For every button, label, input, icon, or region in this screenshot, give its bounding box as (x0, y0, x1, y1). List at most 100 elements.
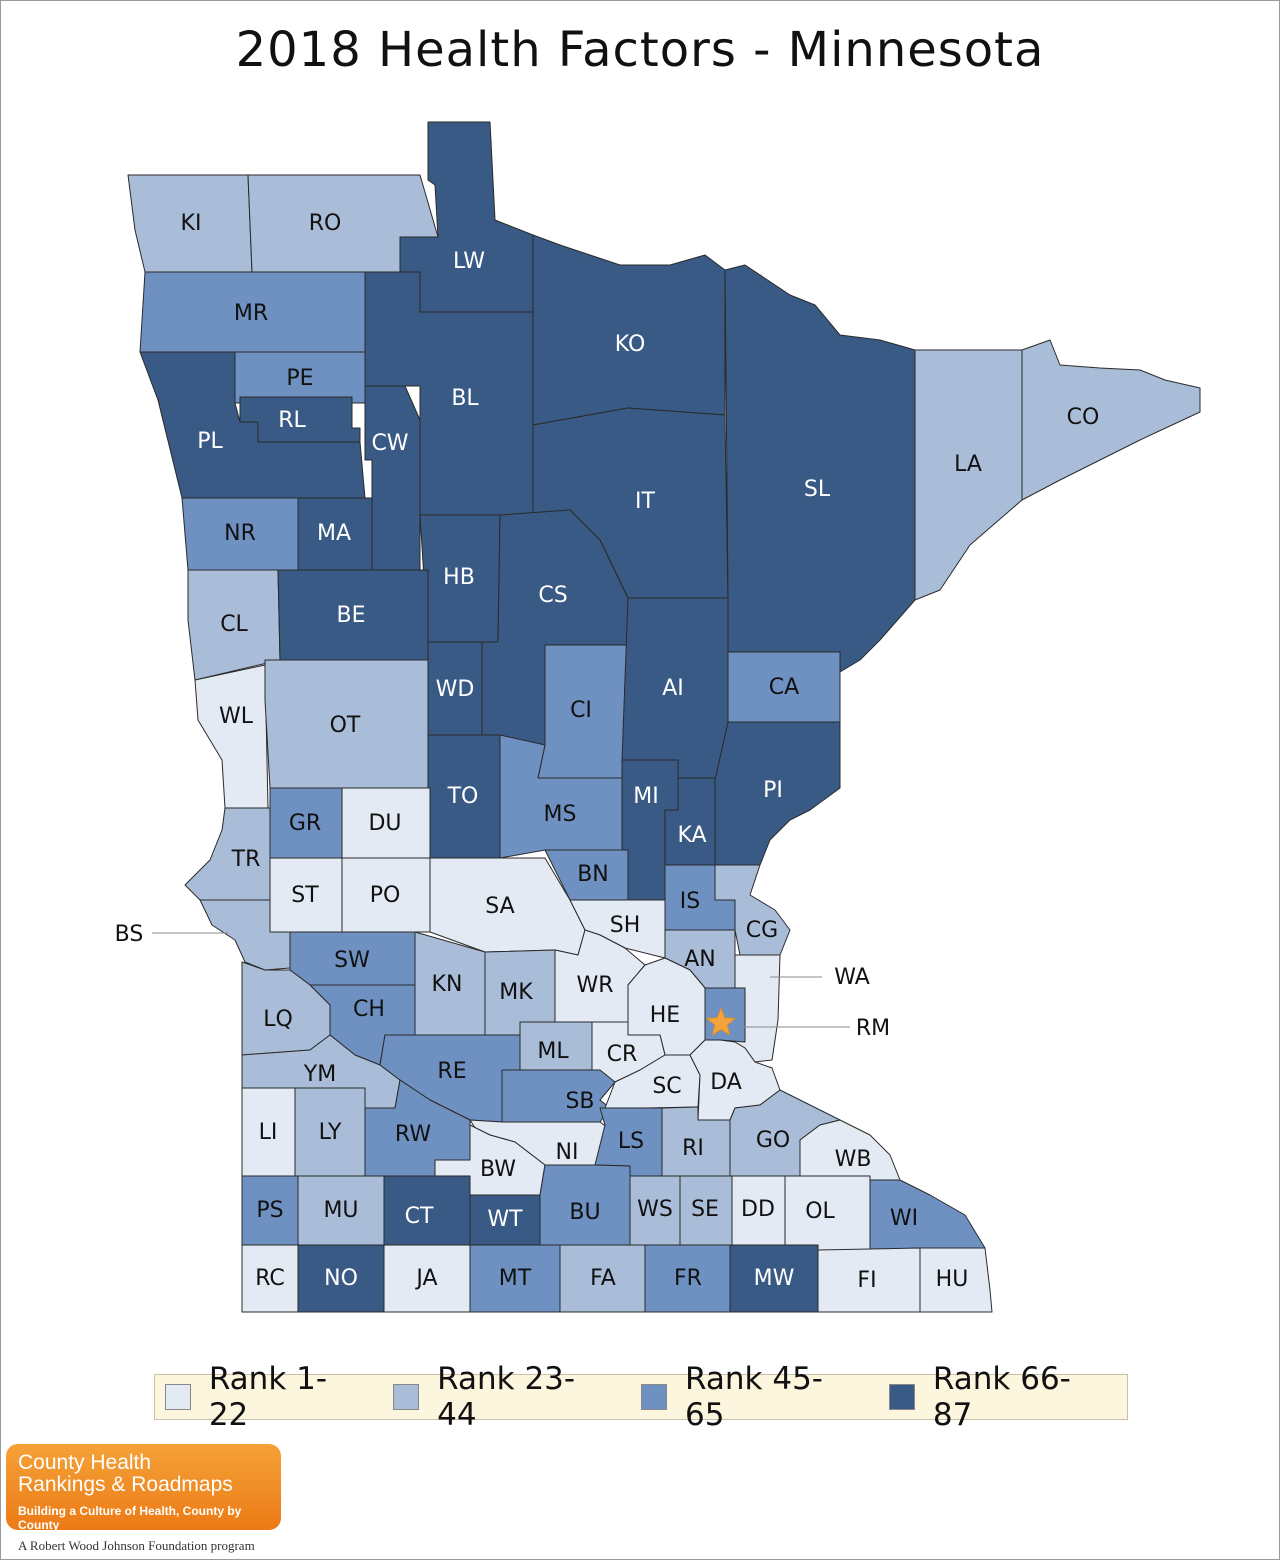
county-label-ch: CH (353, 997, 385, 1022)
legend-swatch (165, 1384, 191, 1410)
county-label-dd: DD (741, 1197, 775, 1222)
county-label-hu: HU (936, 1267, 969, 1292)
county-label-lw: LW (453, 249, 485, 274)
county-sb (501, 1069, 616, 1123)
county-label-mt: MT (499, 1266, 532, 1291)
county-label-rc: RC (255, 1266, 285, 1291)
county-label-fr: FR (674, 1266, 702, 1291)
county-label-ws: WS (637, 1197, 673, 1222)
county-label-ym: YM (303, 1062, 336, 1087)
county-label-wr: WR (576, 973, 613, 998)
county-label-gr: GR (289, 811, 321, 836)
county-label-he: HE (650, 1003, 680, 1028)
county-label-mu: MU (323, 1198, 358, 1223)
county-cw (364, 385, 421, 571)
county-label-bu: BU (569, 1200, 600, 1225)
county-label-ls: LS (618, 1129, 644, 1154)
county-label-du: DU (368, 811, 401, 836)
county-label-tr: TR (231, 847, 261, 872)
logo-line-2: Rankings & Roadmaps (18, 1473, 233, 1496)
county-label-ca: CA (769, 675, 799, 700)
legend-label: Rank 45-65 (685, 1361, 823, 1433)
logo-line-1: County Health (18, 1451, 152, 1474)
county-label-sb: SB (565, 1089, 594, 1114)
county-label-is: IS (680, 889, 700, 914)
county-label-it: IT (635, 489, 655, 514)
county-label-cs: CS (538, 583, 567, 608)
county-label-ma: MA (317, 521, 351, 546)
county-label-cl: CL (220, 612, 248, 637)
county-label-se: SE (691, 1197, 719, 1222)
county-label-ri: RI (682, 1136, 704, 1161)
county-ko (532, 234, 726, 426)
county-label-wa: WA (834, 965, 870, 990)
county-label-sh: SH (610, 913, 641, 938)
county-label-wd: WD (436, 677, 475, 702)
county-label-mk: MK (499, 980, 533, 1005)
county-label-bw: BW (480, 1157, 516, 1182)
county-label-no: NO (324, 1266, 358, 1291)
county-label-la: LA (954, 452, 982, 477)
county-label-ni: NI (556, 1140, 579, 1165)
county-pi (714, 721, 841, 866)
county-label-rm: RM (856, 1016, 890, 1041)
county-label-co: CO (1067, 405, 1100, 430)
county-label-cg: CG (746, 918, 778, 943)
county-label-ct: CT (405, 1204, 434, 1229)
foundation-tagline: A Robert Wood Johnson Foundation program (18, 1538, 255, 1553)
county-label-bs: BS (115, 922, 144, 947)
county-label-ms: MS (544, 802, 577, 827)
county-label-sc: SC (652, 1074, 681, 1099)
county-label-mr: MR (234, 301, 268, 326)
county-label-re: RE (437, 1059, 466, 1084)
county-label-pe: PE (286, 366, 313, 391)
county-label-sl: SL (804, 477, 831, 502)
county-label-cw: CW (371, 431, 408, 456)
logo-line-3: Building a Culture of Health, County by … (18, 1504, 242, 1532)
legend-item-rank-2: Rank 23-44 (393, 1361, 613, 1433)
county-label-sa: SA (485, 894, 514, 919)
county-label-ol: OL (805, 1199, 835, 1224)
county-label-ko: KO (615, 332, 646, 357)
county-label-ot: OT (330, 713, 361, 738)
county-label-ly: LY (319, 1120, 342, 1145)
county-label-fa: FA (590, 1266, 616, 1291)
county-label-ps: PS (256, 1198, 283, 1223)
legend-label: Rank 23-44 (437, 1361, 576, 1433)
legend-item-rank-4: Rank 66-87 (889, 1361, 1109, 1433)
county-label-mw: MW (754, 1266, 795, 1291)
county-pl (139, 351, 366, 499)
county-label-kn: KN (432, 972, 463, 997)
county-rm (704, 987, 746, 1043)
county-label-bn: BN (577, 862, 609, 887)
county-label-ja: JA (414, 1266, 437, 1291)
county-label-mi: MI (633, 784, 658, 809)
county-label-rw: RW (395, 1122, 431, 1147)
county-label-po: PO (370, 883, 401, 908)
legend-label: Rank 66-87 (932, 1361, 1071, 1433)
county-label-go: GO (756, 1128, 790, 1153)
county-label-wb: WB (835, 1147, 872, 1172)
county-wi (869, 1179, 986, 1251)
county-label-ki: KI (181, 211, 202, 236)
county-co (1021, 339, 1201, 501)
county-label-pl: PL (197, 429, 223, 454)
county-label-lq: LQ (263, 1007, 293, 1032)
county-label-ro: RO (309, 211, 342, 236)
county-label-nr: NR (224, 521, 256, 546)
county-wl (194, 664, 269, 809)
county-label-be: BE (337, 603, 366, 628)
legend-item-rank-1: Rank 1-22 (165, 1361, 365, 1433)
legend-item-rank-3: Rank 45-65 (641, 1361, 861, 1433)
county-label-fi: FI (857, 1268, 876, 1293)
county-label-an: AN (684, 947, 716, 972)
capital-star-icon (705, 1006, 737, 1036)
chrr-logo: County Health Rankings & Roadmaps Buildin… (6, 1444, 281, 1532)
county-label-da: DA (710, 1070, 742, 1095)
county-label-wl: WL (219, 704, 254, 729)
map-title: 2018 Health Factors - Minnesota (235, 22, 1045, 78)
county-cl (187, 569, 281, 681)
county-label-ml: ML (537, 1039, 569, 1064)
county-label-bl: BL (451, 386, 479, 411)
